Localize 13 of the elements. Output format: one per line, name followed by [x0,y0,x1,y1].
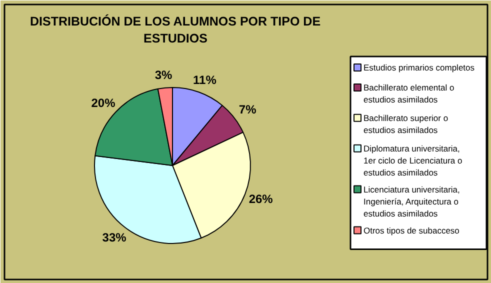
data-label: 33% [102,230,127,244]
data-label: 20% [91,96,116,110]
legend-label: Otros tipos de subacceso [364,225,460,236]
legend-label: Licenciatura universitaria, Ingeniería, Arquitectura o estudios asimilados [364,184,460,218]
chart-title: DISTRIBUCIÓN DE LOS ALUMNOS POR TIPO DE ESTUDIOS [30,14,321,46]
legend-label: Bachillerato superior o estudios asimilados [364,112,448,135]
data-label: 11% [193,72,217,87]
legend-label: Estudios primarios completos [364,62,475,72]
data-label: 7% [238,102,257,117]
legend-label: Diplomatura universitaria, 1er ciclo de Licenciatura o estudios asimilados [364,143,463,178]
data-label: 26% [248,192,274,206]
data-label: 3% [154,68,173,82]
legend-label: Bachillerato elemental o estudios asimilados [364,82,454,104]
